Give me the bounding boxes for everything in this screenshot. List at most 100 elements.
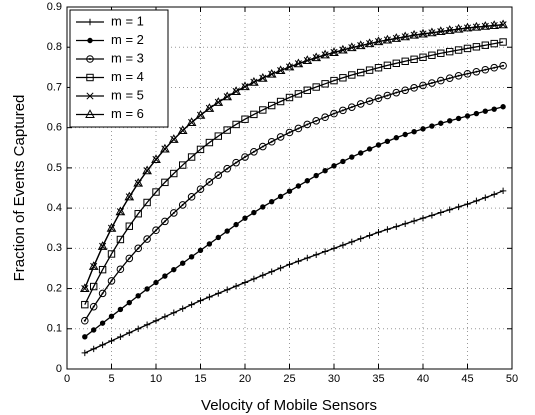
marker-center bbox=[430, 82, 433, 85]
marker-center bbox=[208, 180, 211, 183]
data-point bbox=[463, 69, 472, 78]
marker-ring bbox=[250, 148, 258, 156]
marker-center bbox=[181, 203, 184, 206]
data-point bbox=[419, 214, 427, 222]
legend-marker bbox=[85, 109, 95, 118]
data-point bbox=[143, 198, 151, 207]
x-tick-label: 25 bbox=[283, 373, 295, 385]
data-point bbox=[499, 187, 507, 195]
data-point bbox=[348, 238, 355, 246]
data-point bbox=[204, 103, 215, 112]
y-tick-label: 0.2 bbox=[47, 282, 62, 294]
data-point bbox=[116, 235, 125, 244]
marker-center bbox=[235, 161, 238, 164]
data-point bbox=[152, 188, 160, 196]
series-line bbox=[84, 106, 504, 338]
data-point bbox=[331, 163, 337, 169]
data-point bbox=[364, 38, 375, 48]
marker-center bbox=[377, 97, 380, 100]
marker-ring bbox=[205, 178, 214, 186]
marker-center bbox=[172, 211, 175, 214]
data-point bbox=[382, 34, 393, 44]
marker-ring bbox=[303, 120, 312, 129]
marker-center bbox=[270, 140, 273, 143]
legend-label: m = 4 bbox=[111, 69, 144, 84]
data-point bbox=[401, 57, 409, 65]
marker-center bbox=[217, 174, 220, 177]
data-point bbox=[241, 115, 249, 123]
data-point bbox=[498, 19, 508, 29]
data-point bbox=[90, 345, 97, 353]
data-point bbox=[241, 153, 249, 161]
data-point bbox=[480, 21, 491, 30]
marker-ring bbox=[116, 265, 125, 274]
data-point bbox=[427, 27, 437, 37]
data-point bbox=[294, 90, 303, 98]
marker-ring bbox=[134, 244, 142, 253]
data-point bbox=[268, 101, 276, 110]
marker-ring bbox=[143, 235, 151, 243]
data-point bbox=[445, 74, 454, 82]
data-point bbox=[339, 106, 347, 115]
marker-ring bbox=[178, 201, 187, 209]
data-point bbox=[161, 217, 169, 226]
x-tick-label: 40 bbox=[417, 373, 429, 385]
data-point bbox=[365, 97, 374, 105]
data-point bbox=[383, 91, 392, 100]
marker-ring bbox=[383, 91, 392, 100]
marker-ring bbox=[232, 158, 240, 167]
data-point bbox=[472, 67, 481, 76]
marker-ring bbox=[267, 137, 276, 146]
data-point bbox=[224, 286, 231, 293]
legend-marker bbox=[86, 92, 94, 100]
data-point bbox=[402, 220, 409, 227]
legend-marker bbox=[87, 37, 93, 44]
x-tick-label: 15 bbox=[194, 373, 206, 385]
marker-center bbox=[279, 135, 282, 138]
marker-center bbox=[146, 238, 149, 241]
data-point bbox=[214, 171, 223, 179]
data-point bbox=[81, 285, 89, 293]
data-point bbox=[179, 305, 186, 312]
marker-center bbox=[155, 229, 157, 232]
data-point bbox=[473, 110, 480, 117]
data-point bbox=[330, 76, 338, 85]
marker-center bbox=[83, 319, 86, 322]
data-point bbox=[152, 317, 160, 324]
data-point bbox=[277, 193, 284, 200]
data-point bbox=[250, 148, 258, 156]
data-point bbox=[428, 51, 436, 59]
marker-ring bbox=[490, 63, 499, 72]
data-point bbox=[89, 302, 98, 311]
data-point bbox=[321, 248, 329, 255]
data-point bbox=[410, 55, 418, 63]
data-point bbox=[330, 109, 338, 118]
data-point bbox=[90, 282, 98, 291]
data-point bbox=[330, 245, 338, 252]
legend-marker bbox=[86, 73, 94, 82]
data-point bbox=[489, 20, 500, 30]
data-point bbox=[321, 80, 329, 88]
data-point bbox=[276, 133, 285, 141]
data-point bbox=[446, 206, 453, 213]
marker-ring bbox=[98, 289, 107, 298]
data-point bbox=[197, 297, 204, 304]
data-point bbox=[322, 168, 328, 174]
x-axis-label: Velocity of Mobile Sensors bbox=[201, 397, 377, 414]
data-point bbox=[142, 165, 152, 175]
data-point bbox=[303, 86, 312, 94]
data-point bbox=[357, 235, 364, 242]
data-point bbox=[99, 320, 106, 326]
marker-ring bbox=[321, 113, 329, 122]
data-point bbox=[428, 212, 436, 219]
data-point bbox=[251, 209, 257, 216]
data-point bbox=[206, 241, 213, 247]
data-point bbox=[81, 300, 89, 309]
marker-ring bbox=[161, 217, 169, 226]
marker-ring bbox=[81, 316, 89, 325]
marker-ring bbox=[107, 277, 116, 285]
data-point bbox=[444, 25, 455, 34]
data-point bbox=[311, 52, 322, 62]
marker-ring bbox=[330, 109, 338, 118]
data-point bbox=[269, 198, 275, 205]
